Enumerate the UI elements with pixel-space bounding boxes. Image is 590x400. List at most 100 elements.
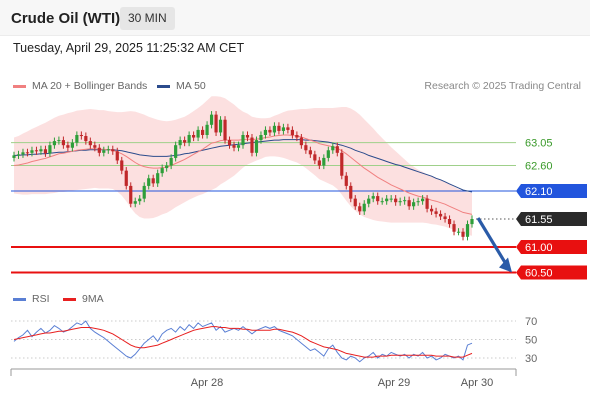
ma20-label: MA 20 + Bollinger Bands xyxy=(32,80,148,92)
candle-body xyxy=(16,154,21,156)
rsi-tick-70: 70 xyxy=(525,316,537,328)
candle-body xyxy=(295,135,299,138)
candle-body xyxy=(447,219,452,225)
research-credit: Research © 2025 Trading Central xyxy=(424,80,581,92)
candle-body xyxy=(61,140,65,146)
candle-body xyxy=(344,175,348,186)
timestamp: Tuesday, April 29, 2025 11:25:32 AM CET xyxy=(13,41,245,55)
candle-body xyxy=(156,173,160,184)
candle-body xyxy=(209,114,214,125)
candle-body xyxy=(412,202,416,207)
legend-ma50: MA 50 xyxy=(157,80,206,92)
candle-body xyxy=(12,155,16,158)
candle-body xyxy=(389,198,393,200)
ma50-swatch xyxy=(157,84,170,88)
candles xyxy=(12,111,474,241)
candle-body xyxy=(313,154,317,161)
bollinger-band xyxy=(14,96,472,236)
last-price-label-bg xyxy=(516,212,587,226)
candle-body xyxy=(187,135,191,143)
level-label-60-50: 60.50 xyxy=(516,265,587,280)
candle-body xyxy=(416,201,420,203)
candle-body xyxy=(299,137,303,146)
candle-body xyxy=(84,136,88,142)
candle-body xyxy=(183,140,187,143)
candle-body xyxy=(317,160,321,166)
level-label-63-05-text: 63.05 xyxy=(525,138,553,150)
candle-body xyxy=(394,198,398,203)
candle-body xyxy=(21,152,25,155)
candle-body xyxy=(322,157,326,166)
level-label-61-00: 61.00 xyxy=(516,240,587,254)
candle-body xyxy=(165,165,169,169)
candle-body xyxy=(30,150,34,153)
candle-body xyxy=(205,124,209,135)
candle-body xyxy=(340,152,344,176)
candle-body xyxy=(326,150,330,158)
candle-body xyxy=(362,203,366,212)
candle-body xyxy=(88,141,92,146)
candle-body xyxy=(174,145,178,158)
candle-body xyxy=(290,129,294,135)
forecast-arrow-shaft xyxy=(476,217,507,264)
candle-body xyxy=(227,140,232,146)
candle-body xyxy=(196,129,200,138)
candle-body xyxy=(263,129,268,135)
candle-body xyxy=(398,201,402,203)
candle-body xyxy=(358,206,362,212)
legend-rsi: RSI xyxy=(13,293,50,305)
x-tick-apr-29: Apr 29 xyxy=(378,377,410,389)
candle-body xyxy=(371,196,375,199)
candle-body xyxy=(106,149,110,151)
candle-body xyxy=(223,119,227,141)
candle-body xyxy=(380,201,384,203)
candle-body xyxy=(192,135,196,138)
candle-body xyxy=(254,140,259,153)
rsi-tick-50: 50 xyxy=(525,335,537,347)
candle-body xyxy=(200,129,205,135)
forecast-arrow-head xyxy=(499,257,512,273)
candle-body xyxy=(241,135,245,146)
candle-body xyxy=(133,201,137,204)
candle-body xyxy=(425,198,429,209)
rsi-ma-label: 9MA xyxy=(82,293,104,305)
candle-body xyxy=(245,135,250,138)
candle-body xyxy=(178,140,182,146)
candle-body xyxy=(349,185,353,199)
candle-body xyxy=(470,219,474,225)
candle-body xyxy=(429,208,434,212)
level-label-60-50-text: 60.50 xyxy=(525,267,553,279)
candle-body xyxy=(142,185,146,199)
level-label-62-10-bg xyxy=(516,184,587,198)
candle-body xyxy=(70,142,74,148)
candle-body xyxy=(407,200,411,207)
candle-body xyxy=(268,129,272,133)
rsi-ma-line xyxy=(13,326,473,358)
level-label-61-00-text: 61.00 xyxy=(525,242,553,254)
level-label-60-50-bg xyxy=(516,265,587,280)
level-label-62-60: 62.60 xyxy=(525,161,553,173)
rsi-line xyxy=(13,320,473,363)
candle-body xyxy=(259,135,263,141)
candle-body xyxy=(335,146,339,153)
candle-body xyxy=(286,127,290,130)
timeframe-badge[interactable]: 30 MIN xyxy=(120,7,175,30)
level-label-63-05: 63.05 xyxy=(525,138,553,150)
candle-body xyxy=(385,198,389,202)
candle-body xyxy=(111,149,115,152)
level-label-62-10-text: 62.10 xyxy=(525,186,553,198)
candle-body xyxy=(39,149,43,152)
candle-body xyxy=(52,141,57,146)
candle-body xyxy=(277,125,281,131)
candle-body xyxy=(66,145,70,148)
rsi-tick-30: 30 xyxy=(525,353,537,365)
candle-body xyxy=(461,231,465,237)
candle-body xyxy=(367,198,371,204)
candle-body xyxy=(124,170,128,186)
candle-body xyxy=(304,145,308,151)
candle-body xyxy=(75,135,79,143)
legend-ma20: MA 20 + Bollinger Bands xyxy=(13,80,147,92)
candle-body xyxy=(160,168,164,174)
candle-body xyxy=(25,152,30,154)
